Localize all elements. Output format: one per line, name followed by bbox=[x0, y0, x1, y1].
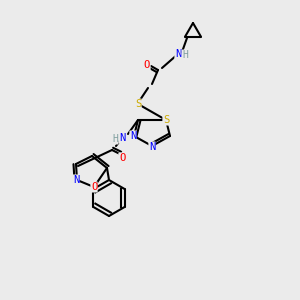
Text: N: N bbox=[175, 49, 181, 59]
Text: N: N bbox=[119, 133, 125, 143]
Text: S: S bbox=[135, 99, 141, 109]
Text: O: O bbox=[91, 182, 97, 192]
Text: N: N bbox=[130, 131, 136, 141]
Text: H: H bbox=[182, 50, 188, 60]
Text: O: O bbox=[144, 60, 150, 70]
Text: H: H bbox=[112, 134, 118, 144]
Text: N: N bbox=[73, 175, 79, 185]
Text: N: N bbox=[149, 142, 155, 152]
Text: O: O bbox=[119, 153, 125, 163]
Text: S: S bbox=[163, 115, 169, 125]
